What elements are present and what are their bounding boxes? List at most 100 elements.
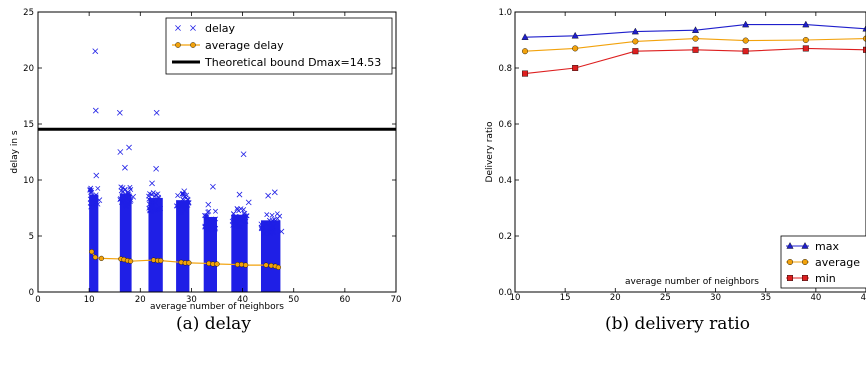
delay-cluster-5-point-20 — [243, 218, 249, 224]
delay-cluster-2-point-25-b — [146, 196, 152, 202]
delay-outlier-2 — [116, 109, 123, 116]
delay-cluster-2-point-22 — [147, 191, 153, 197]
delay-cluster-2 — [146, 190, 164, 292]
delay-cluster-3-point-14-b — [182, 203, 188, 209]
series-average-point-3 — [692, 35, 699, 42]
delay-x-tick-label-5: 50 — [288, 295, 299, 305]
series-average-point-4 — [742, 37, 749, 44]
delay-cluster-6-point-10 — [266, 217, 272, 223]
series-min-point-5 — [802, 45, 809, 52]
delay-cluster-0-point-21-b — [87, 186, 93, 192]
delay-outlier-17 — [245, 199, 252, 206]
average-delay-point-1 — [92, 254, 98, 260]
legend-average-label: average delay — [205, 39, 284, 52]
delay-cluster-2-point-23 — [147, 207, 153, 213]
delay-cluster-0-point-5-b — [89, 189, 95, 195]
delay-cluster-6-point-17 — [270, 230, 276, 235]
delay-cluster-4-point-21-b — [204, 215, 210, 221]
delay-outlier-20-b — [130, 193, 137, 200]
delay-cluster-4-point-24 — [211, 219, 217, 225]
delay-cluster-4-point-25 — [202, 223, 208, 229]
delay-cluster-6-point-18-b — [270, 223, 276, 229]
delivery-x-tick-label-3: 25 — [660, 293, 671, 303]
delay-cluster-6-point-12 — [261, 231, 267, 237]
delay-cluster-1-point-14 — [123, 203, 129, 209]
delay-cluster-4-point-6-b — [213, 216, 219, 222]
delay-cluster-2-point-18 — [152, 193, 158, 199]
delay-cluster-1-point-25-b — [127, 199, 133, 205]
legend-delay-marker-2-b — [190, 25, 196, 31]
legend-max-marker-2 — [801, 242, 809, 249]
delay-y-tick-label-4: 20 — [23, 64, 34, 74]
delay-cluster-1-point-19-b — [117, 197, 123, 203]
caption-b: (b) delivery ratio — [605, 314, 750, 334]
delay-cluster-2-point-15-b — [151, 206, 157, 212]
delay-outlier-5 — [126, 144, 132, 151]
delay-cluster-2-point-5-b — [147, 208, 153, 214]
delay-cluster-2-point-15 — [151, 206, 157, 212]
delivery-plot-frame — [514, 11, 866, 293]
delay-outlier-12 — [181, 188, 188, 195]
delay-outlier-7-b — [93, 172, 100, 179]
delay-cluster-6-point-19-b — [264, 212, 270, 218]
delay-cluster-1 — [117, 184, 134, 292]
delay-cluster-6-point-2-b — [263, 220, 269, 226]
delay-cluster-4-point-17 — [212, 227, 218, 233]
series-min-point-1 — [572, 64, 579, 71]
delay-outlier-19 — [205, 201, 212, 208]
delay-cluster-3-point-16-b — [180, 202, 186, 208]
delay-cluster-5-point-13 — [237, 215, 243, 221]
legend-delay-label: delay — [205, 22, 236, 35]
legend-average-marker-1 — [787, 259, 794, 266]
delay-outlier-17-b — [245, 199, 252, 206]
delay-x-tick-label-0: 0 — [35, 295, 40, 305]
delay-cluster-3-point-21-b — [182, 207, 188, 213]
delay-cluster-4-point-23-b — [206, 208, 212, 214]
delay-cluster-5-point-18-b — [236, 208, 242, 214]
delay-cluster-3-point-23 — [177, 210, 183, 216]
delay-cluster-5-point-14-b — [238, 217, 244, 223]
delay-outlier-2-b — [116, 109, 123, 116]
delay-cluster-3-point-24 — [186, 200, 192, 206]
delay-cluster-3-point-8 — [180, 196, 186, 202]
series-max-point-5 — [802, 20, 810, 28]
delay-cluster-2-point-18-b — [152, 193, 158, 199]
delay-cluster-1-point-22 — [122, 186, 128, 192]
delay-cluster-5-point-18 — [236, 208, 242, 214]
delay-cluster-2-point-19 — [150, 190, 156, 196]
delay-cluster-4-point-18-b — [208, 222, 214, 228]
delay-cluster-4-point-7-b — [202, 224, 208, 230]
delay-chart: 0 10 20 30 40 50 60 70 0 5 10 15 20 25 average number… — [10, 8, 401, 312]
series-max-point-0 — [521, 33, 529, 40]
delay-cluster-6-point-25-b — [268, 220, 274, 226]
delay-outlier-10 — [210, 183, 216, 190]
delivery-y-tick-label-3: 0.6 — [498, 120, 512, 130]
delay-cluster-4-point-12 — [207, 216, 213, 222]
delay-cluster-1-point-22-b — [122, 186, 128, 192]
average-delay-point-22 — [275, 264, 281, 270]
series-max-point-4 — [742, 20, 750, 28]
delay-cluster-6-point-12-b — [261, 231, 267, 237]
legend-delay-marker-1-b — [175, 25, 181, 31]
delay-cluster-2-point-16-b — [152, 200, 158, 206]
delivery-x-tick-label-5: 35 — [760, 293, 771, 303]
delay-outlier-11-b — [149, 180, 155, 187]
delay-cluster-6 — [258, 211, 283, 292]
delay-cluster-4-point-15 — [206, 227, 212, 233]
delay-cluster-5-point-23 — [234, 205, 240, 211]
delay-cluster-5-point-13-b — [237, 215, 243, 221]
delay-cluster-4-point-23 — [206, 208, 212, 214]
delay-cluster-3-point-17-b — [185, 196, 191, 202]
delay-cluster-4-fill — [203, 216, 217, 292]
delay-cluster-1-point-24 — [118, 188, 124, 194]
delay-cluster-2-point-24 — [148, 202, 154, 208]
delay-cluster-3-point-16 — [180, 202, 186, 208]
legend-min-marker-2 — [802, 275, 809, 282]
delay-cluster-1-point-2-b — [117, 196, 123, 202]
delay-cluster-3-point-23-b — [177, 210, 183, 216]
delay-cluster-5-point-25 — [237, 224, 243, 230]
delay-cluster-1-point-21 — [118, 184, 124, 190]
series-max-point-2 — [631, 27, 639, 35]
delay-outlier-13 — [236, 191, 243, 198]
delay-cluster-3-point-8-b — [180, 196, 186, 202]
